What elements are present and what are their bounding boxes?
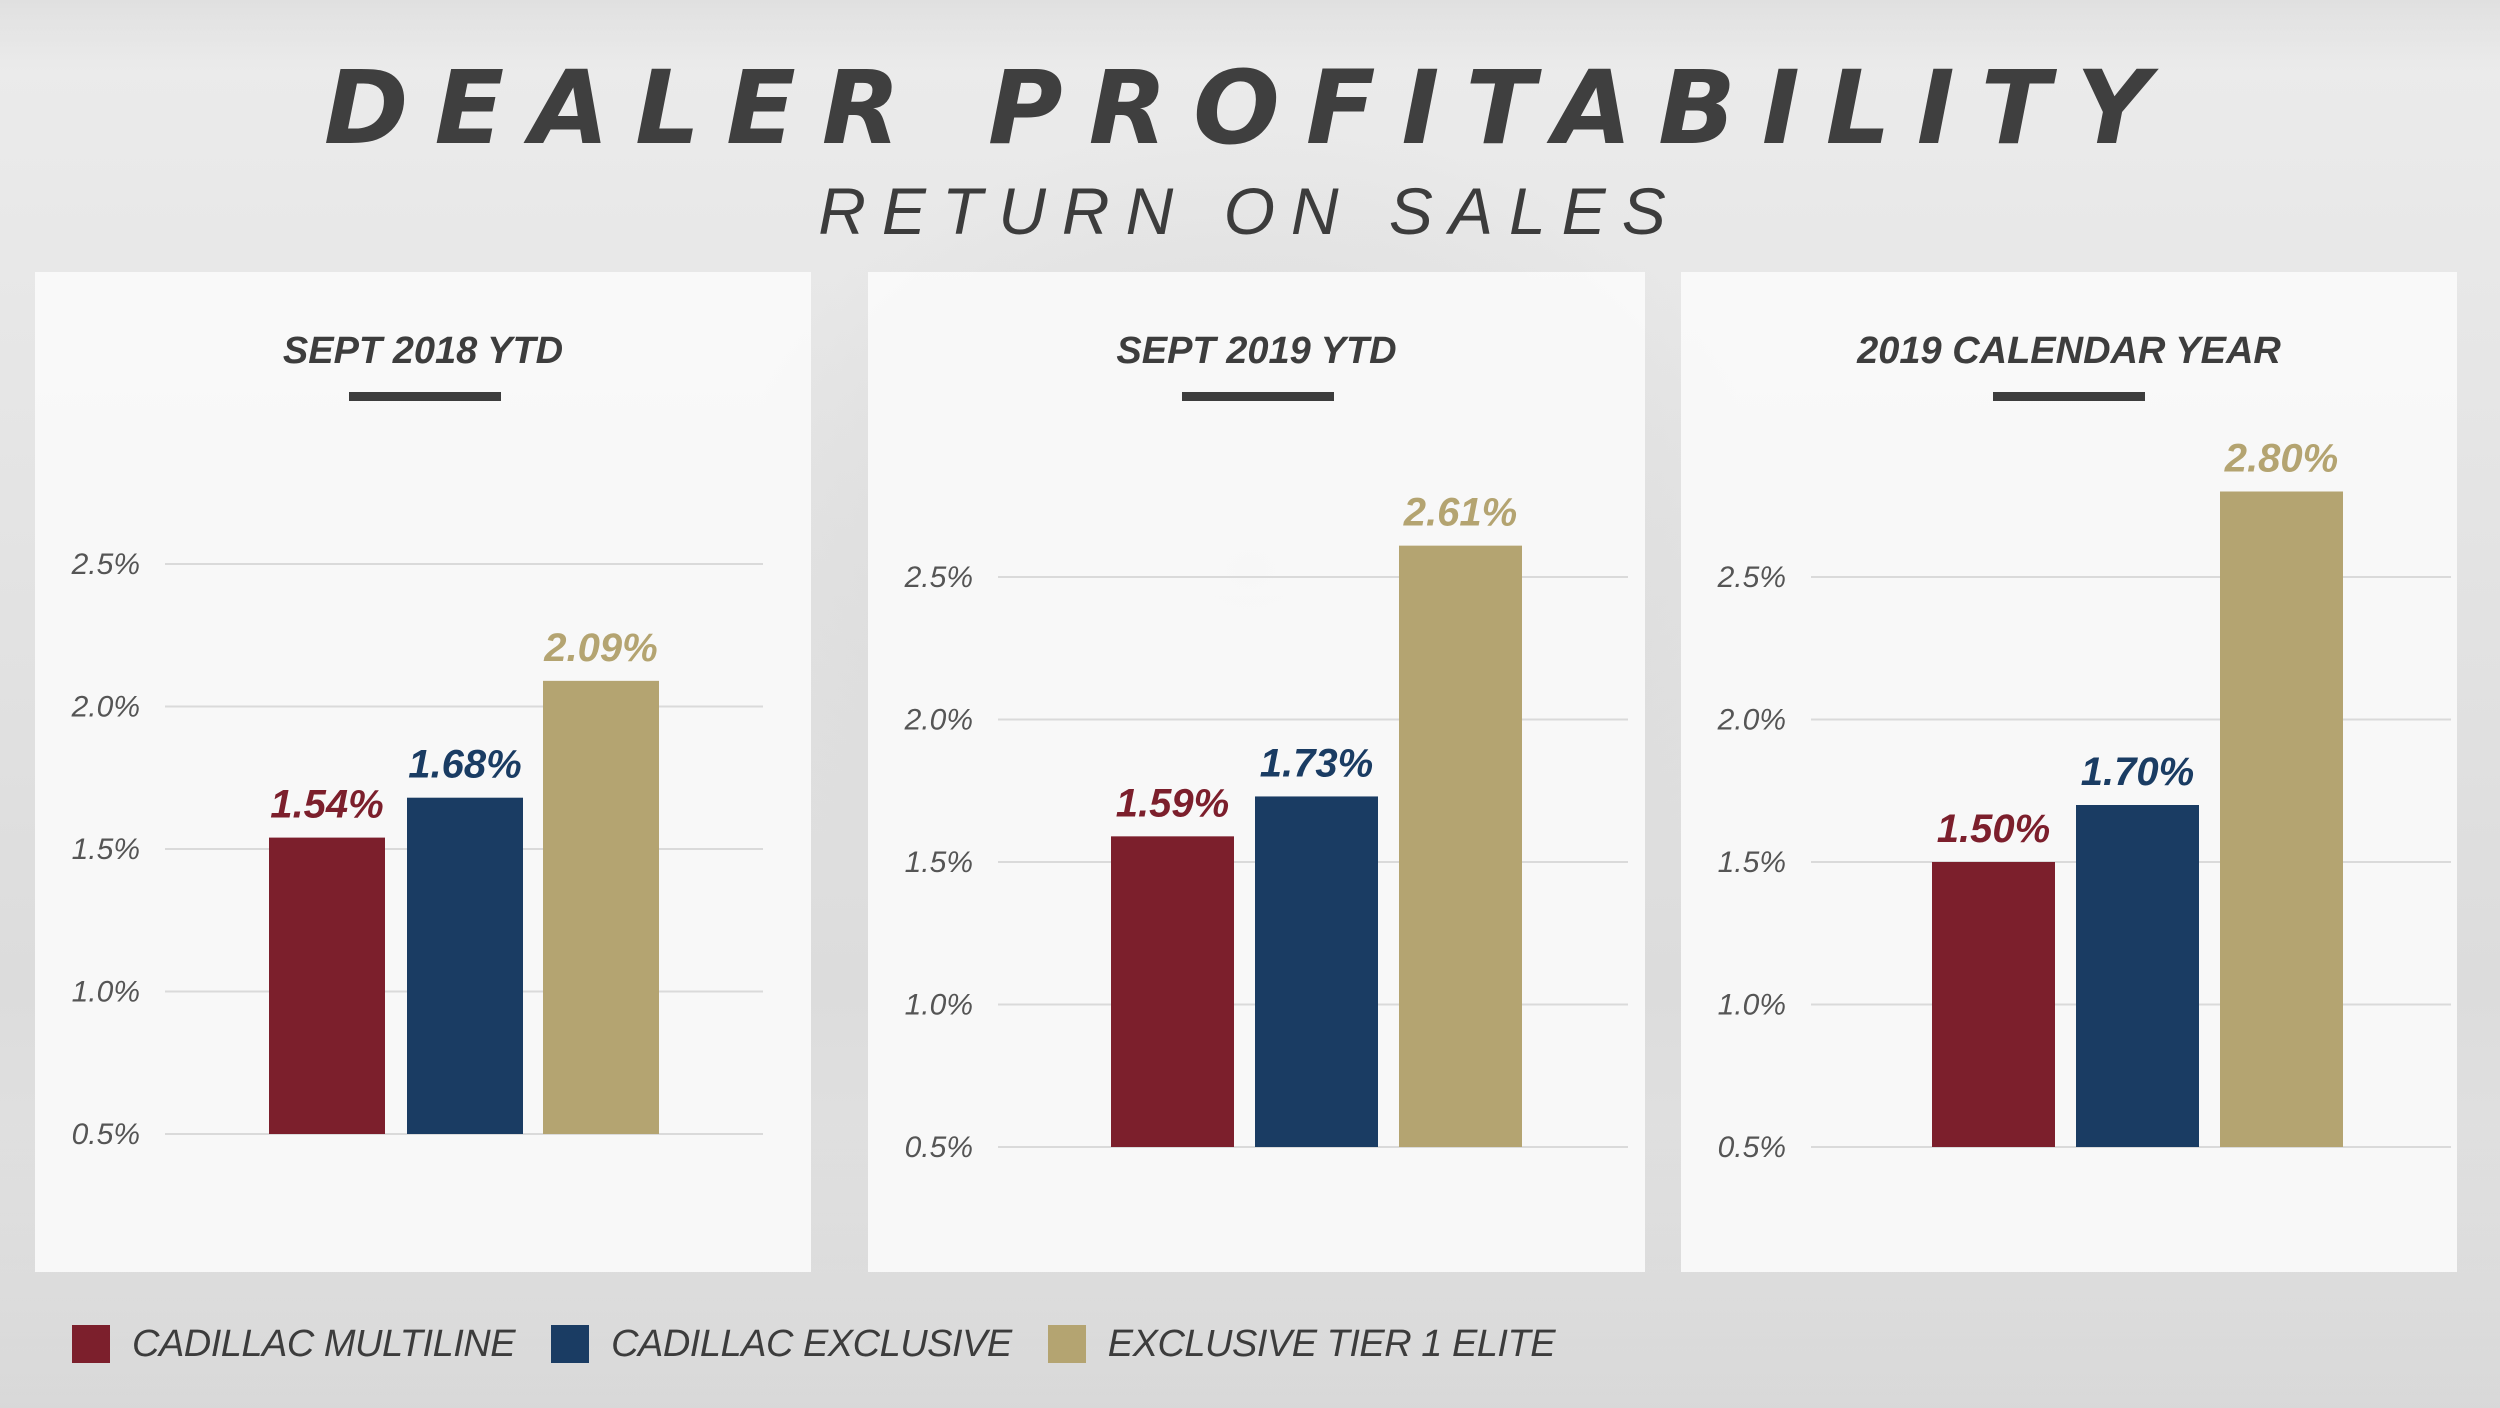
data-label-cadillac-exclusive: 1.68% (408, 743, 521, 787)
y-tick-label: 2.0% (71, 691, 140, 724)
bar-exclusive-tier-1-elite (2220, 491, 2343, 1147)
chart-title: SEPT 2018 YTD (282, 330, 564, 372)
chart-title: SEPT 2019 YTD (1116, 330, 1397, 372)
bar-exclusive-tier-1-elite (1399, 545, 1522, 1147)
y-tick-label: 0.5% (1718, 1131, 1786, 1164)
bar-cadillac-exclusive (407, 797, 523, 1134)
bar-exclusive-tier-1-elite (543, 680, 659, 1134)
data-label-exclusive-tier-1-elite: 2.80% (2224, 437, 2338, 481)
chart-panel-sept-2018-ytd: SEPT 2018 YTD 0.5% 1.0% 1.5% 2.0% 2.5% 1.54% 1… (35, 272, 811, 1272)
y-tick-label: 0.5% (905, 1131, 973, 1164)
bar-chart-sept-2019-ytd: 0.5% 1.0% 1.5% 2.0% 2.5% 1.59% 1.73% 2.61% (904, 491, 1628, 1164)
legend-label: EXCLUSIVE TIER 1 ELITE (1107, 1322, 1556, 1365)
legend: CADILLAC MULTILINE CADILLAC EXCLUSIVE EX… (72, 1322, 1591, 1366)
bar-chart-sept-2018-ytd: 0.5% 1.0% 1.5% 2.0% 2.5% 1.54% 1.68% 2.09% (71, 548, 763, 1151)
page-subtitle: RETURN ON SALES (818, 174, 1682, 248)
bar-cadillac-exclusive (2076, 805, 2199, 1147)
legend-label: CADILLAC MULTILINE (132, 1322, 516, 1365)
data-label-cadillac-multiline: 1.54% (270, 783, 383, 827)
y-tick-label: 1.5% (72, 833, 140, 866)
title-underline (1182, 392, 1334, 401)
data-label-cadillac-exclusive: 1.70% (2081, 750, 2194, 794)
data-label-cadillac-multiline: 1.50% (1937, 807, 2050, 851)
title-underline (349, 392, 501, 401)
y-tick-label: 2.5% (904, 561, 973, 594)
bar-cadillac-exclusive (1255, 796, 1378, 1147)
data-label-exclusive-tier-1-elite: 2.09% (543, 626, 657, 670)
data-label-cadillac-exclusive: 1.73% (1260, 741, 1373, 785)
legend-item-exclusive: CADILLAC EXCLUSIVE (551, 1323, 1012, 1366)
y-tick-label: 2.5% (71, 548, 140, 581)
chart-panel-sept-2019-ytd: SEPT 2019 YTD 0.5% 1.0% 1.5% 2.0% 2.5% 1.59% 1… (868, 272, 1645, 1272)
legend-item-elite: EXCLUSIVE TIER 1 ELITE (1047, 1322, 1556, 1366)
y-tick-label: 0.5% (72, 1118, 140, 1151)
legend-item-multiline: CADILLAC MULTILINE (72, 1322, 516, 1366)
page-title: DEALER PROFITABILITY (323, 49, 2177, 168)
legend-swatch-exclusive (551, 1325, 590, 1363)
y-tick-label: 1.0% (1718, 989, 1786, 1022)
y-tick-label: 1.5% (1718, 846, 1786, 879)
chart-panel-2019-calendar-year: 2019 CALENDAR YEAR 0.5% 1.0% 1.5% 2.0% 2.5% 1… (1681, 272, 2457, 1272)
legend-swatch-multiline (72, 1325, 110, 1363)
y-tick-label: 2.5% (1717, 561, 1786, 594)
bar-chart-2019-calendar-year: 0.5% 1.0% 1.5% 2.0% 2.5% 1.50% 1.70% 2.80% (1717, 437, 2451, 1164)
chart-title: 2019 CALENDAR YEAR (1857, 330, 2281, 372)
bar-cadillac-multiline (1111, 836, 1234, 1147)
y-tick-label: 1.0% (905, 989, 973, 1022)
bar-cadillac-multiline (1932, 862, 2055, 1147)
y-tick-label: 1.5% (905, 846, 973, 879)
data-label-cadillac-multiline: 1.59% (1116, 781, 1229, 825)
y-tick-label: 2.0% (1717, 704, 1786, 737)
legend-label: CADILLAC EXCLUSIVE (611, 1322, 1012, 1365)
data-label-exclusive-tier-1-elite: 2.61% (1403, 491, 1517, 535)
y-tick-label: 1.0% (72, 976, 140, 1009)
y-tick-label: 2.0% (904, 704, 973, 737)
legend-swatch-elite (1047, 1325, 1086, 1363)
title-underline (1993, 392, 2145, 401)
bar-cadillac-multiline (269, 837, 385, 1134)
